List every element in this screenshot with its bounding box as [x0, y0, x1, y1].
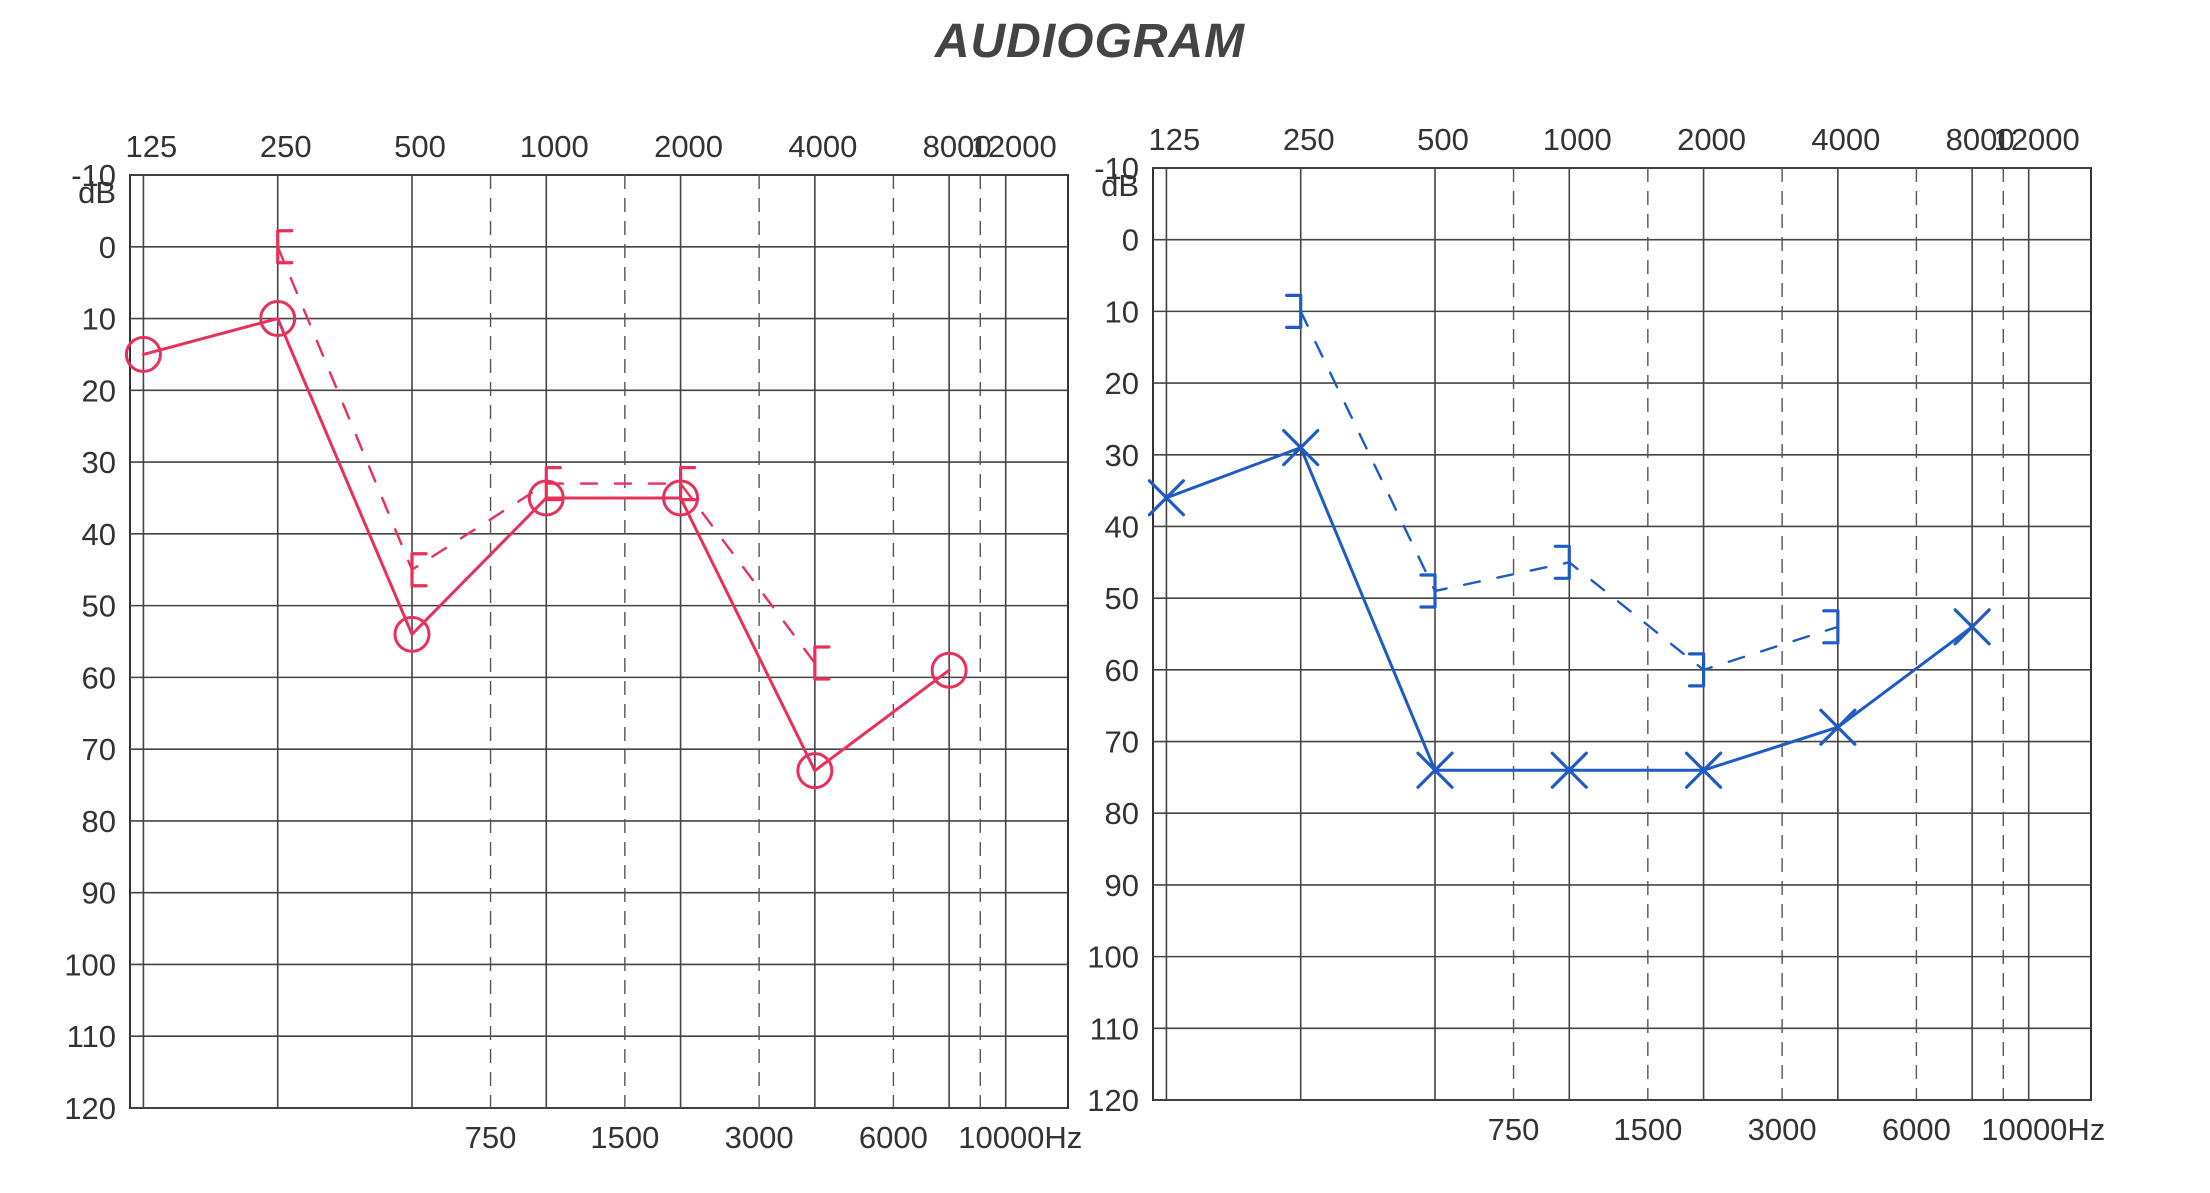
data-point-circle — [124, 335, 162, 373]
x-tick-label-top: 1000 — [520, 129, 589, 164]
x-tick-label-top: 500 — [394, 129, 446, 164]
data-point-x — [1550, 751, 1588, 789]
x-tick-label-top: 4000 — [788, 129, 857, 164]
data-point-bracket — [1687, 652, 1706, 688]
y-tick-label: -10 — [1094, 151, 1139, 186]
y-tick-label: 0 — [99, 230, 116, 265]
data-point-x-stroke — [1282, 429, 1320, 467]
y-tick-label: 70 — [1105, 725, 1139, 760]
x-tick-label-top: 250 — [260, 129, 312, 164]
y-tick-label: 30 — [1105, 438, 1139, 473]
y-tick-label: 100 — [1087, 940, 1139, 975]
y-tick-label: 120 — [64, 1091, 116, 1126]
data-point-x — [1147, 479, 1186, 517]
x-tick-label-bottom: 10000Hz — [1981, 1112, 2105, 1147]
data-point-bracket — [1285, 293, 1303, 329]
y-axis-label: dB — [78, 175, 116, 210]
plot-frame — [129, 174, 1069, 1109]
data-point-bracket — [1553, 544, 1571, 580]
y-tick-label: 20 — [82, 373, 116, 408]
y-tick-label: 20 — [1105, 366, 1139, 401]
data-point-circle — [796, 752, 834, 790]
data-point-x — [1953, 608, 1991, 646]
y-tick-label: 110 — [67, 1019, 116, 1054]
y-tick-label: 80 — [82, 804, 116, 839]
y-tick-label: 60 — [82, 660, 116, 695]
data-point-x-stroke — [1953, 608, 1991, 646]
x-tick-label-top: 500 — [1417, 122, 1469, 157]
plot-frame — [1152, 167, 2092, 1101]
x-tick-label-top: 12000 — [1994, 122, 2080, 157]
data-point-bracket — [544, 466, 562, 502]
y-tick-label: 70 — [82, 732, 116, 767]
y-tick-label: 0 — [1122, 223, 1139, 258]
data-point-x-stroke — [1684, 751, 1723, 789]
y-tick-label: 40 — [1105, 509, 1139, 544]
x-tick-label-bottom: 10000Hz — [958, 1120, 1082, 1155]
x-tick-label-top: 1000 — [1543, 122, 1612, 157]
x-tick-label-top: 2000 — [1677, 122, 1746, 157]
data-point-bracket — [1419, 573, 1437, 609]
y-tick-label: -10 — [71, 158, 116, 193]
x-tick-label-top: 250 — [1283, 122, 1335, 157]
y-tick-label: 50 — [1105, 581, 1139, 616]
x-tick-label-bottom: 6000 — [859, 1120, 928, 1155]
data-point-x — [1684, 751, 1723, 789]
y-tick-label: 90 — [1105, 868, 1139, 903]
x-tick-label-bottom: 3000 — [1748, 1112, 1817, 1147]
y-tick-label: 10 — [82, 302, 116, 337]
data-point-bracket — [813, 645, 831, 681]
chart-title: AUDIOGRAM — [934, 15, 1246, 68]
y-tick-label: 120 — [1087, 1083, 1139, 1118]
data-point-circle — [393, 615, 431, 653]
y-axis-label: dB — [1101, 168, 1139, 203]
x-tick-label-top: 8000 — [1946, 122, 2015, 157]
x-tick-label-top: 8000 — [923, 129, 992, 164]
x-tick-label-top: 4000 — [1811, 122, 1880, 157]
x-tick-label-top: 12000 — [971, 129, 1057, 164]
y-tick-label: 80 — [1105, 796, 1139, 831]
y-tick-label: 40 — [82, 517, 116, 552]
y-tick-label: 100 — [64, 947, 116, 982]
x-tick-label-top: 2000 — [654, 129, 723, 164]
data-point-bracket — [410, 552, 428, 588]
y-tick-label: 110 — [1090, 1011, 1139, 1046]
y-tick-label: 30 — [82, 445, 116, 480]
x-tick-label-top: 125 — [1149, 122, 1201, 157]
x-tick-label-top: 125 — [126, 129, 178, 164]
y-tick-label: 60 — [1105, 653, 1139, 688]
data-point-circle — [259, 300, 297, 338]
y-tick-label: 10 — [1105, 294, 1139, 329]
data-point-x — [1282, 429, 1320, 467]
x-tick-label-bottom: 6000 — [1882, 1112, 1951, 1147]
data-point-bracket — [678, 466, 697, 502]
x-tick-label-bottom: 1500 — [590, 1120, 659, 1155]
y-tick-label: 50 — [82, 589, 116, 624]
data-point-bracket — [276, 229, 294, 265]
data-point-x-stroke — [1147, 479, 1186, 517]
data-point-x — [1416, 751, 1454, 789]
data-point-circle — [930, 651, 968, 689]
data-point-x-stroke — [1550, 751, 1588, 789]
data-point-x-stroke — [1416, 751, 1454, 789]
data-point-x — [1819, 708, 1857, 746]
x-tick-label-bottom: 750 — [1488, 1112, 1540, 1147]
x-tick-label-bottom: 750 — [465, 1120, 517, 1155]
data-point-bracket — [1822, 609, 1840, 645]
x-tick-label-bottom: 3000 — [725, 1120, 794, 1155]
x-tick-label-bottom: 1500 — [1613, 1112, 1682, 1147]
y-tick-label: 90 — [82, 876, 116, 911]
data-point-x-stroke — [1819, 708, 1857, 746]
